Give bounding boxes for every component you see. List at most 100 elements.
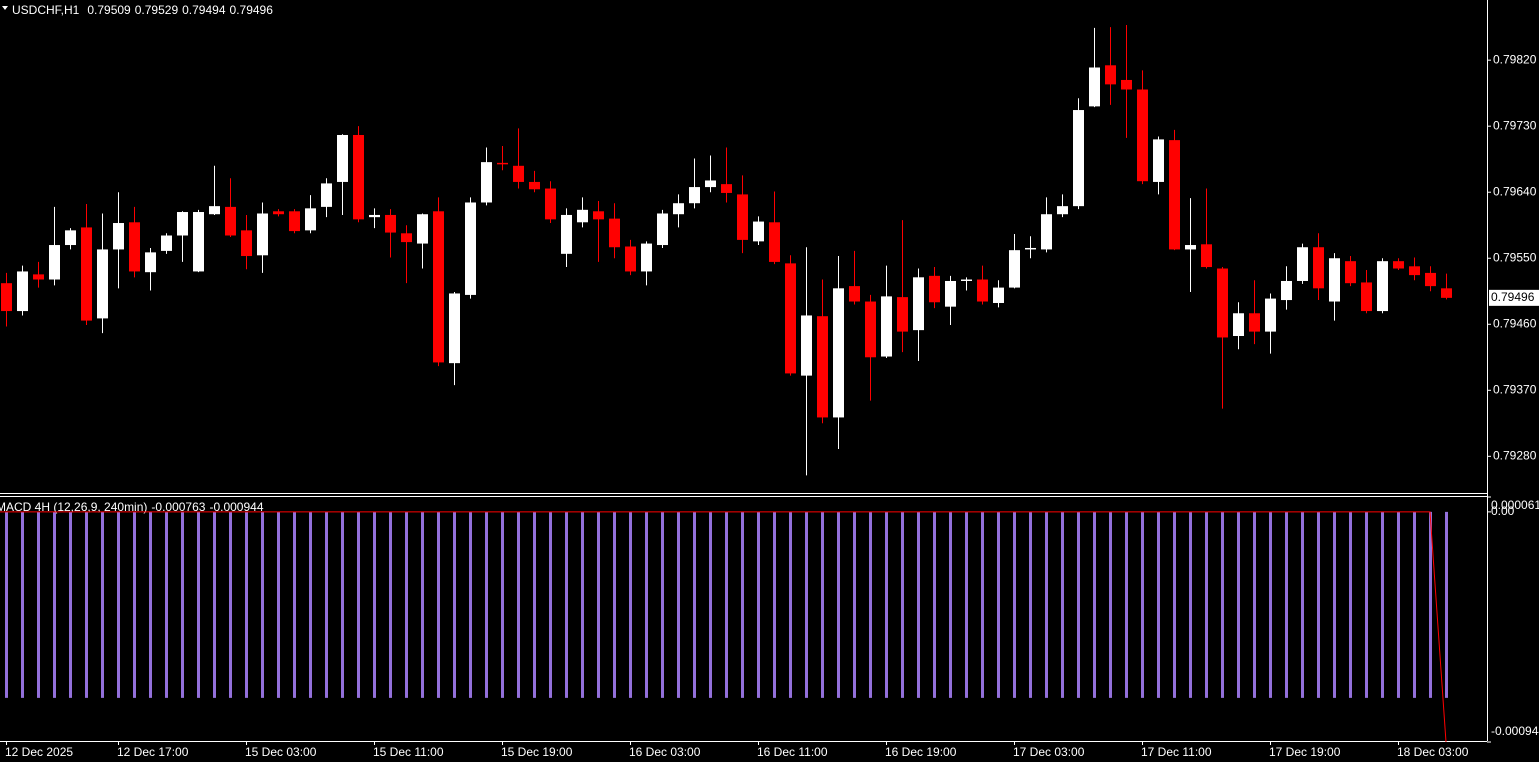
bull-body [337,134,348,182]
bull-body [1089,67,1100,107]
bear-body [33,274,44,280]
bear-body [849,286,860,302]
macd-bar [901,511,904,698]
macd-bar [21,511,24,698]
macd-bar [517,511,520,698]
macd-bar [1349,511,1352,698]
macd-bar [629,511,632,698]
macd-bar [389,511,392,698]
time-tick-label: 15 Dec 19:00 [501,745,573,759]
macd-bar [1333,511,1336,698]
bear-body [241,230,252,257]
macd-bar [741,511,744,698]
bear-body [1201,244,1212,268]
macd-bar [949,511,952,698]
indicator-tick-label: 0.000061 [1491,498,1539,512]
bear-body [1313,247,1324,289]
time-tick-label: 12 Dec 2025 [5,745,73,759]
macd-bar [149,511,152,698]
macd-bar [1285,511,1288,698]
bear-body [529,181,540,190]
macd-bar [773,511,776,698]
price-tick-label: 0.79820 [1493,52,1537,66]
macd-bar [373,511,376,698]
bull-body [161,235,172,251]
macd-bar [261,511,264,698]
macd-bar [821,511,824,698]
bull-body [65,230,76,246]
macd-bar [1413,511,1416,698]
macd-bar [837,511,840,698]
bear-body [289,211,300,232]
bull-body [417,214,428,244]
macd-bar [549,511,552,698]
bull-body [1185,245,1196,250]
bull-body [1009,250,1020,288]
time-tick-label: 15 Dec 11:00 [373,745,444,759]
time-tick-label: 17 Dec 11:00 [1141,745,1212,759]
bull-body [1233,313,1244,337]
bull-body [177,212,188,236]
macd-bar [1269,511,1272,698]
macd-bar [1013,511,1016,698]
time-tick-label: 12 Dec 17:00 [117,745,189,759]
macd-bar [645,511,648,698]
bear-body [1105,65,1116,85]
macd-bar [1301,511,1304,698]
time-tick-label: 16 Dec 11:00 [757,745,828,759]
bear-body [1121,79,1132,90]
bear-body [865,301,876,358]
macd-bar [1189,511,1192,698]
symbol: USDCHF,H1 [12,3,80,17]
macd-bar [453,511,456,698]
bull-body [1057,206,1068,215]
macd-bar [1045,511,1048,698]
macd-bar [997,511,1000,698]
bear-body [1409,266,1420,276]
open: 0.79509 [87,3,131,17]
bull-body [993,287,1004,303]
macd-bar [853,511,856,698]
bull-body [1281,280,1292,301]
macd-bar [613,511,616,698]
bear-body [1393,261,1404,269]
bull-body [1073,110,1084,207]
bull-body [561,214,572,254]
bull-body [17,271,28,312]
bull-body [49,245,60,280]
bull-body [577,209,588,223]
bull-body [1153,139,1164,182]
price-tick-label: 0.79280 [1493,448,1537,462]
macd-bar [293,511,296,698]
bull-body [705,180,716,188]
macd-bar [1445,511,1448,698]
bull-body [1041,214,1052,250]
macd-bar [421,511,424,698]
bull-body [321,183,332,207]
macd-bar [101,511,104,698]
bear-body [977,279,988,302]
macd-bar [693,511,696,698]
macd-bar [117,511,120,698]
bear-body [401,233,412,243]
bear-body [593,211,604,220]
bull-body [369,214,380,218]
bear-body [353,134,364,220]
macd-bar [37,511,40,698]
macd-bar [277,511,280,698]
macd-bar [1381,511,1384,698]
bear-body [1425,272,1436,287]
bear-body [929,275,940,303]
bull-body [305,208,316,231]
bull-body [1025,247,1036,250]
bear-body [817,316,828,418]
bear-body [81,227,92,321]
macd-bar [581,511,584,698]
bear-body [785,263,796,374]
time-tick-label: 16 Dec 19:00 [885,745,957,759]
macd-bar [805,511,808,698]
bull-body [145,252,156,273]
macd-bar [1237,511,1240,698]
bear-body [129,222,140,272]
